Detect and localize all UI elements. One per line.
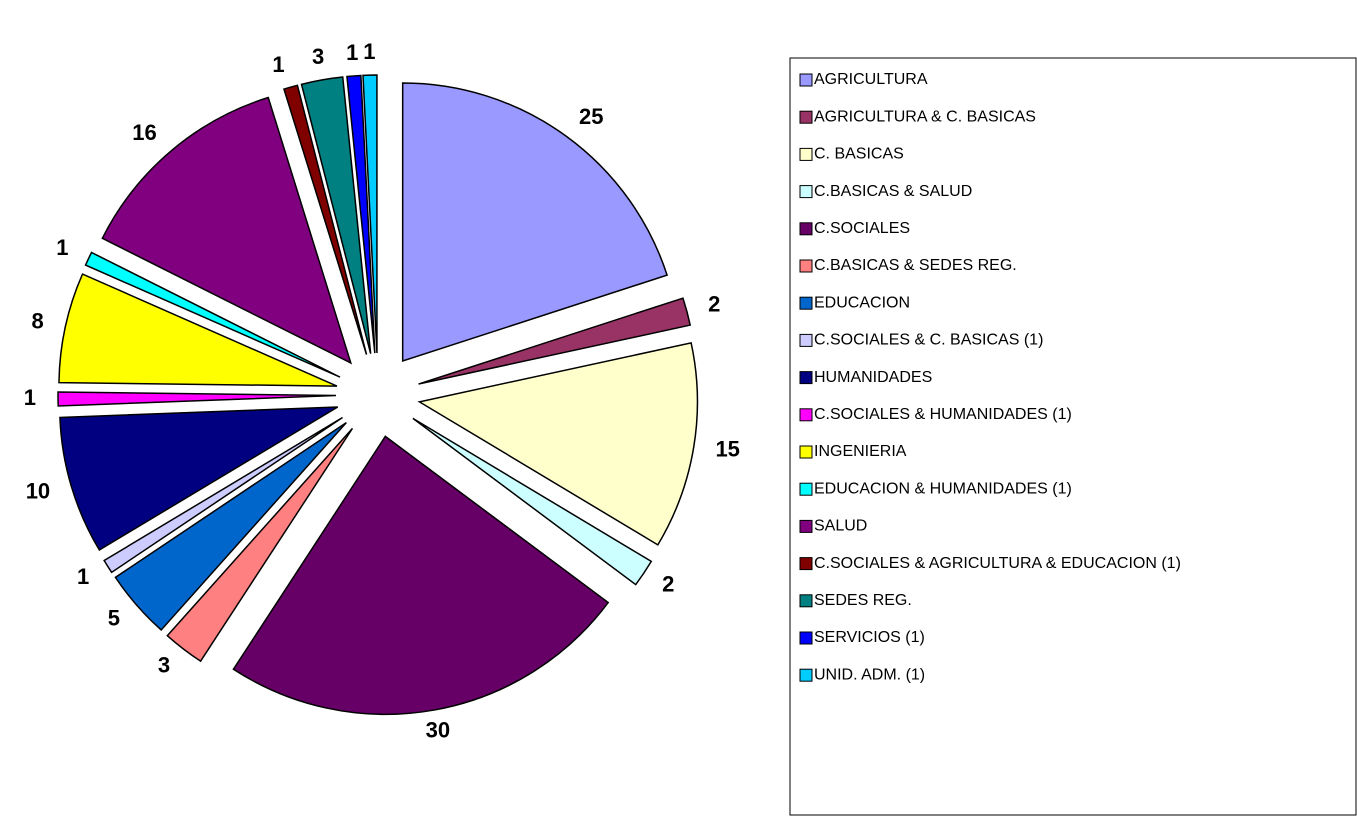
pie-slice xyxy=(401,82,669,363)
pie-slice xyxy=(166,427,354,663)
data-label: 1 xyxy=(272,52,284,77)
legend-label: INGENIERIA xyxy=(814,443,907,460)
data-label: 16 xyxy=(132,120,156,145)
legend-label: C.SOCIALES xyxy=(814,220,910,237)
pie-slice xyxy=(362,74,378,354)
legend-label: EDUCACION xyxy=(814,294,910,311)
pie-slice xyxy=(103,416,343,574)
data-label: 1 xyxy=(363,39,375,64)
legend-swatch xyxy=(799,73,813,87)
legend-swatch xyxy=(799,259,813,273)
pie-slice xyxy=(59,406,339,552)
legend-label: C.BASICAS & SEDES REG. xyxy=(814,257,1017,274)
legend-label: AGRICULTURA & C. BASICAS xyxy=(814,108,1036,125)
legend-swatch xyxy=(799,147,813,161)
data-label: 1 xyxy=(56,235,68,260)
data-label: 30 xyxy=(426,718,450,743)
legend-label: SEDES REG. xyxy=(814,592,912,609)
legend-swatch xyxy=(799,110,813,124)
pie-slice xyxy=(232,435,610,716)
legend-label: EDUCACION & HUMANIDADES (1) xyxy=(814,480,1072,497)
legend-swatch xyxy=(799,371,813,385)
legend-label: C.SOCIALES & HUMANIDADES (1) xyxy=(814,406,1072,423)
data-label: 1 xyxy=(346,40,358,65)
legend-swatch xyxy=(799,222,813,236)
legend-swatch xyxy=(799,594,813,608)
data-label: 1 xyxy=(24,385,36,410)
legend-label: HUMANIDADES xyxy=(814,369,932,386)
pie-slice xyxy=(57,391,337,407)
legend-label: C.SOCIALES & AGRICULTURA & EDUCACION (1) xyxy=(814,555,1181,572)
pie-slice xyxy=(101,96,353,365)
data-label: 5 xyxy=(108,605,120,630)
legend-label: SERVICIOS (1) xyxy=(814,629,925,646)
legend-swatch xyxy=(799,668,813,682)
data-label: 3 xyxy=(158,652,170,677)
legend-swatch xyxy=(799,445,813,459)
data-label: 2 xyxy=(708,292,720,317)
legend-swatch xyxy=(799,482,813,496)
legend-box xyxy=(789,57,1357,816)
data-label: 8 xyxy=(32,308,44,333)
data-label: 15 xyxy=(715,436,739,461)
data-label: 1 xyxy=(77,564,89,589)
data-label: 10 xyxy=(26,478,50,503)
legend-swatch xyxy=(799,185,813,199)
pie-slice xyxy=(346,74,376,354)
pie-slice xyxy=(417,342,699,546)
pie-slice xyxy=(114,421,347,632)
pie-slice xyxy=(84,251,341,378)
legend-swatch xyxy=(799,296,813,310)
legend-label: C.SOCIALES & C. BASICAS (1) xyxy=(814,332,1043,349)
pie-slice xyxy=(418,297,692,385)
data-label: 25 xyxy=(579,104,603,129)
legend-label: SALUD xyxy=(814,518,867,535)
pie-slice xyxy=(58,273,338,387)
legend-label: UNID. ADM. (1) xyxy=(814,666,925,683)
pie-slice xyxy=(283,84,368,355)
legend-label: AGRICULTURA xyxy=(814,71,928,88)
legend-swatch xyxy=(799,408,813,422)
pie-slice xyxy=(300,76,372,354)
pie-slice xyxy=(412,417,653,586)
legend-swatch xyxy=(799,631,813,645)
data-label: 3 xyxy=(312,44,324,69)
legend-label: C. BASICAS xyxy=(814,146,904,163)
legend-swatch xyxy=(799,557,813,571)
data-label: 2 xyxy=(662,571,674,596)
legend-label: C.BASICAS & SALUD xyxy=(814,183,972,200)
legend-swatch xyxy=(799,333,813,347)
legend-swatch xyxy=(799,519,813,533)
